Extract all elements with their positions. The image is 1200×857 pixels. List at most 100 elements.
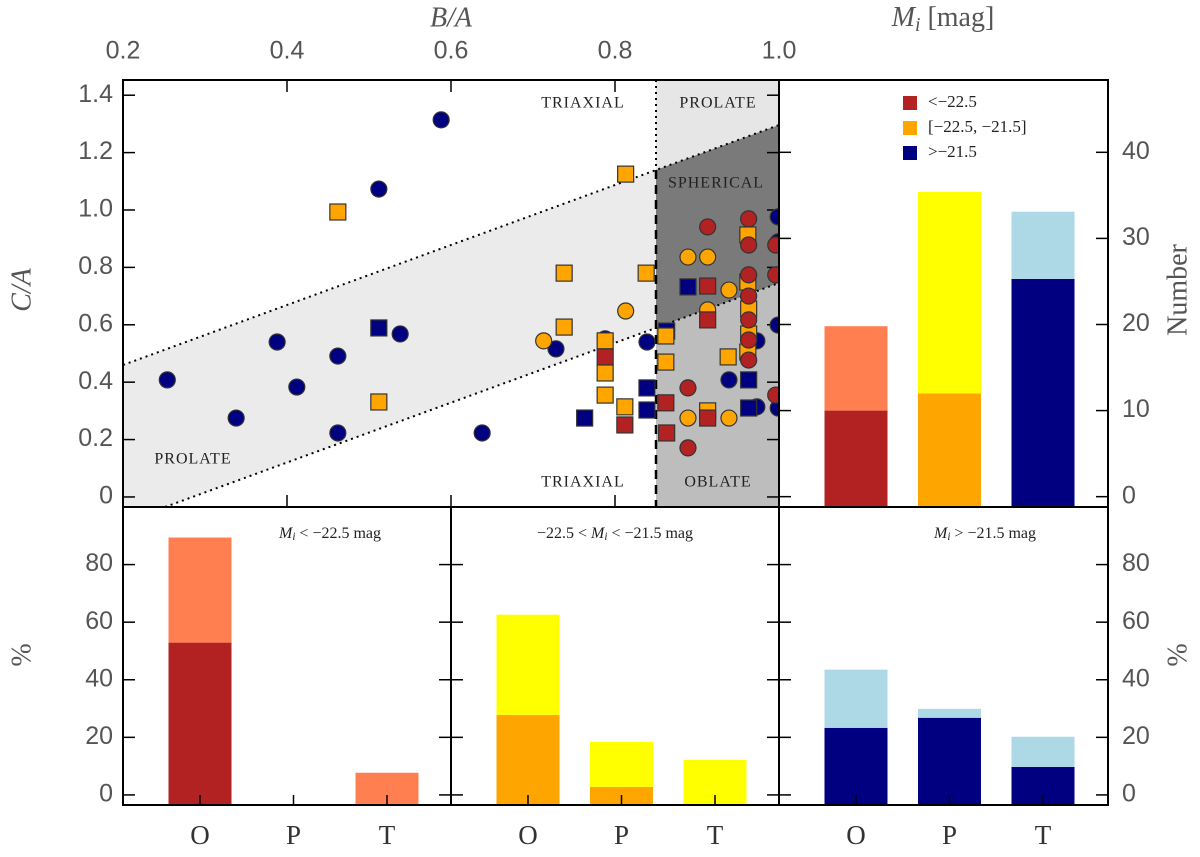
point [720,371,738,389]
label-part: < −21.5 mag [607,525,693,542]
legend-swatch [903,96,917,110]
point [329,347,347,365]
prolate-region [656,80,779,170]
point [720,409,738,427]
bar-segment [1011,211,1075,279]
bar-segment [918,191,981,394]
y-axis-title: % [6,643,37,666]
point [699,311,717,329]
y-tick-label: 80 [1122,549,1150,577]
y-tick-label: 0.2 [78,424,113,452]
y-tick-label: 40 [1122,137,1150,165]
point [576,409,594,427]
y-tick-label: 60 [1122,607,1150,635]
bar-segment [918,393,981,507]
point [657,394,675,412]
point [740,331,758,349]
point [329,203,347,221]
x-tick-label: T [707,820,724,850]
bar-segment [496,714,560,805]
point [767,386,779,404]
legend-label: >−21.5 [928,142,977,161]
y-tick-label: 60 [85,607,113,635]
point [699,248,717,266]
label-part: i [947,531,950,543]
point [740,351,758,369]
label-part: −22.5 < [537,525,591,542]
point [679,409,697,427]
y-tick-label: 20 [1122,722,1150,750]
point [555,264,573,282]
point [268,333,286,351]
point [679,439,697,457]
point [473,424,491,442]
point [637,264,655,282]
region-label: TRIAXIAL [541,474,625,491]
point [596,332,614,350]
lower-boundary [164,282,780,508]
point [370,393,388,411]
point [547,340,565,358]
point [227,409,245,427]
point [617,165,635,183]
y-tick-label: 0.4 [78,367,113,395]
y-axis-title: Number [1162,243,1193,335]
y-tick-label: 0 [1122,481,1136,509]
point [740,399,758,417]
x-tick-label: P [942,820,957,850]
y-tick-label: 40 [85,664,113,692]
panel-frame [778,506,1109,806]
panel-label: Mi < −22.5 mag [278,525,381,543]
region-label: SPHERICAL [668,175,764,192]
point [699,409,717,427]
region-label: PROLATE [679,95,756,112]
point [616,398,634,416]
y-tick-label: 1.0 [78,195,113,223]
y-tick-label: 0 [1122,780,1136,808]
point [391,325,409,343]
y-tick-label: 1.2 [78,137,113,165]
point [596,386,614,404]
x-tick-label: O [846,820,866,850]
bar-segment [168,537,232,643]
x-tick-label: 1.0 [762,37,797,65]
point [638,401,656,419]
panel-label: Mi > −21.5 mag [933,525,1036,543]
label-part: i [915,15,920,36]
point [740,236,758,254]
point [370,180,388,198]
point [617,302,635,320]
bar-segment [918,708,981,718]
x-tick-label: T [1035,820,1052,850]
point [740,210,758,228]
bar-segment [1011,736,1075,767]
bar-segment [918,717,981,805]
y-tick-label: 20 [1122,309,1150,337]
y-tick-label: 40 [1122,664,1150,692]
x-axis-title: B/A [430,2,473,33]
legend-label: [−22.5, −21.5] [928,117,1027,136]
bar-segment [824,727,888,805]
label-part: [mag] [920,2,994,33]
point [658,424,676,442]
upper-boundary [122,124,780,366]
label-part: M [933,525,949,542]
label-part: i [292,531,295,543]
point [740,371,758,389]
point [679,278,697,296]
point [158,371,176,389]
point [555,318,573,336]
point [596,348,614,366]
y-axis-title: % [1162,643,1193,666]
point [432,111,450,129]
point [616,416,634,434]
y-tick-label: 30 [1122,223,1150,251]
x-tick-label: O [190,820,210,850]
bar-segment [168,642,232,805]
region-label: TRIAXIAL [541,95,625,112]
x-tick-label: 0.6 [434,37,469,65]
point [288,378,306,396]
y-tick-label: 0 [99,780,113,808]
point [740,287,758,305]
